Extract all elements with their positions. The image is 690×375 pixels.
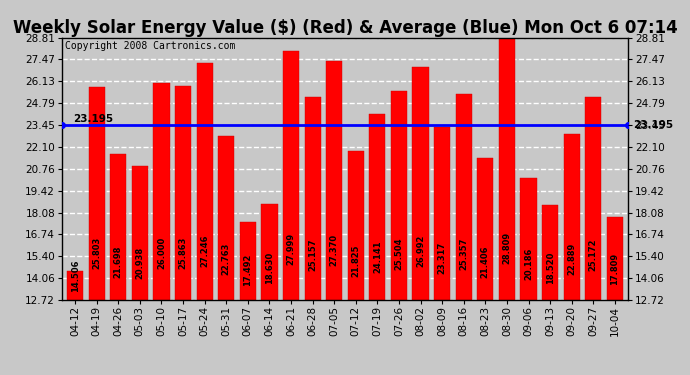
Text: 18.520: 18.520 <box>546 251 555 284</box>
Bar <box>369 114 386 300</box>
Bar <box>413 67 428 300</box>
Text: 22.889: 22.889 <box>567 243 576 275</box>
Text: 17.809: 17.809 <box>611 253 620 285</box>
Text: 21.825: 21.825 <box>351 245 360 277</box>
Bar <box>499 38 515 300</box>
Bar <box>520 178 537 300</box>
Bar <box>132 166 148 300</box>
Text: 23.195: 23.195 <box>633 120 673 130</box>
Bar <box>88 87 105 300</box>
Bar <box>455 94 472 300</box>
Bar <box>434 127 451 300</box>
Text: 27.246: 27.246 <box>200 234 209 267</box>
Bar <box>607 217 623 300</box>
Bar <box>218 136 235 300</box>
Bar <box>262 204 277 300</box>
Bar <box>110 153 126 300</box>
Text: 14.506: 14.506 <box>70 259 79 292</box>
Bar <box>239 222 256 300</box>
Bar <box>304 97 321 300</box>
Text: 20.938: 20.938 <box>135 247 144 279</box>
Text: 25.172: 25.172 <box>589 238 598 271</box>
Bar <box>542 206 558 300</box>
Text: 17.492: 17.492 <box>244 254 253 286</box>
Text: Copyright 2008 Cartronics.com: Copyright 2008 Cartronics.com <box>65 42 235 51</box>
Text: 28.809: 28.809 <box>502 231 511 264</box>
Bar <box>585 97 602 300</box>
Text: 25.157: 25.157 <box>308 238 317 271</box>
Bar <box>348 152 364 300</box>
Text: 23.195: 23.195 <box>73 114 114 124</box>
Text: 25.357: 25.357 <box>460 238 469 270</box>
Text: 26.992: 26.992 <box>416 235 425 267</box>
Text: 25.863: 25.863 <box>179 237 188 269</box>
Bar <box>283 51 299 300</box>
Text: 27.370: 27.370 <box>330 234 339 266</box>
Bar <box>175 86 191 300</box>
Bar <box>391 92 407 300</box>
Bar <box>197 63 213 300</box>
Text: 23.317: 23.317 <box>437 242 446 274</box>
Text: 21.698: 21.698 <box>114 245 123 278</box>
Text: 25.504: 25.504 <box>395 238 404 270</box>
Text: 26.000: 26.000 <box>157 237 166 269</box>
Title: Weekly Solar Energy Value ($) (Red) & Average (Blue) Mon Oct 6 07:14: Weekly Solar Energy Value ($) (Red) & Av… <box>12 20 678 38</box>
Text: 27.999: 27.999 <box>286 233 295 265</box>
Text: 20.186: 20.186 <box>524 248 533 280</box>
Bar <box>477 158 493 300</box>
Text: 22.763: 22.763 <box>221 243 230 276</box>
Bar <box>67 271 83 300</box>
Text: 21.406: 21.406 <box>481 246 490 278</box>
Text: 25.803: 25.803 <box>92 237 101 270</box>
Text: 18.630: 18.630 <box>265 251 274 284</box>
Bar <box>326 61 342 300</box>
Bar <box>153 83 170 300</box>
Text: 24.141: 24.141 <box>373 240 382 273</box>
Bar <box>564 134 580 300</box>
